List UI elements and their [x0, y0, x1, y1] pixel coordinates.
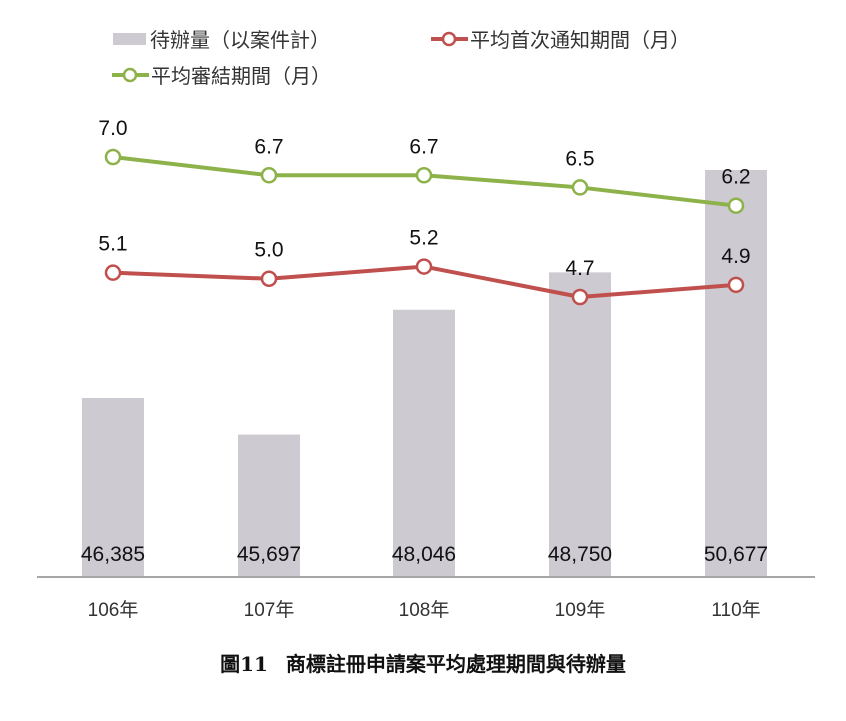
disposal-value-label: 6.7 — [409, 135, 438, 158]
x-axis-category-label: 108年 — [399, 599, 450, 621]
disposal-value-label: 7.0 — [98, 117, 127, 140]
first-notice-value-label: 5.2 — [409, 227, 438, 250]
first-notice-value-label: 5.0 — [254, 239, 283, 262]
first-notice-point-marker — [260, 270, 278, 287]
legend-item-backlog: 待辦量（以案件計） — [113, 24, 330, 53]
backlog-bar — [549, 272, 611, 577]
first-notice-point-marker — [104, 264, 122, 281]
backlog-bar-labels: 46,385 45,697 48,046 48,750 50,677 — [81, 543, 768, 566]
figure-caption: 圖11 商標註冊申請案平均處理期間與待辦量 — [0, 648, 846, 677]
disposal-point-marker — [260, 167, 278, 184]
bar-value-label: 48,750 — [548, 543, 612, 566]
legend-item-first-notice: 平均首次通知期間（月） — [431, 24, 690, 53]
first-notice-value-label: 5.1 — [98, 233, 127, 256]
backlog-bar — [238, 434, 300, 577]
green-line-marker-icon — [112, 67, 149, 82]
disposal-value-label: 6.5 — [565, 147, 594, 170]
backlog-bar — [705, 170, 767, 577]
first-notice-point-marker — [571, 288, 589, 306]
bar-value-label: 46,385 — [81, 543, 145, 566]
x-axis-category-label: 107年 — [244, 599, 295, 621]
legend-label-first-notice: 平均首次通知期間（月） — [470, 28, 690, 52]
disposal-point-marker — [571, 179, 589, 196]
chart-plot-area: 46,385 45,697 48,046 48,750 50,677 7.0 6.7 6.7… — [37, 117, 815, 621]
bar-swatch-icon — [113, 32, 146, 45]
red-line-marker-icon — [431, 31, 468, 46]
backlog-bar — [393, 309, 455, 577]
legend-item-disposal: 平均審結期間（月） — [112, 60, 331, 89]
x-axis-category-label: 106年 — [88, 599, 139, 621]
disposal-point-marker — [415, 167, 433, 184]
x-axis-category-label: 109年 — [555, 599, 606, 621]
first-notice-point-marker — [727, 276, 745, 294]
bar-value-label: 45,697 — [237, 543, 301, 566]
disposal-value-label: 6.7 — [254, 135, 283, 158]
legend-label-backlog: 待辦量（以案件計） — [150, 28, 330, 52]
disposal-value-label: 6.2 — [721, 166, 750, 189]
first-notice-value-label: 4.7 — [565, 257, 594, 280]
bar-value-label: 50,677 — [704, 543, 768, 566]
backlog-bars — [82, 170, 767, 577]
disposal-point-marker — [104, 148, 122, 166]
disposal-point-marker — [727, 197, 745, 214]
first-notice-value-label: 4.9 — [721, 245, 750, 268]
x-axis-category-labels: 106年 107年 108年 109年 110年 — [88, 599, 761, 621]
x-axis-category-label: 110年 — [711, 599, 760, 621]
bar-value-label: 48,046 — [392, 543, 456, 566]
figure-title: 商標註冊申請案平均處理期間與待辦量 — [285, 652, 626, 676]
legend-label-disposal: 平均審結期間（月） — [151, 64, 331, 88]
period-line-labels: 7.0 6.7 6.7 6.5 6.2 5.1 5.0 5.2 4.7 4.9 — [98, 117, 750, 280]
backlog-bar — [82, 398, 144, 577]
first-notice-point-marker — [415, 258, 433, 275]
period-lines — [104, 148, 745, 306]
figure-number: 圖11 — [220, 652, 268, 676]
